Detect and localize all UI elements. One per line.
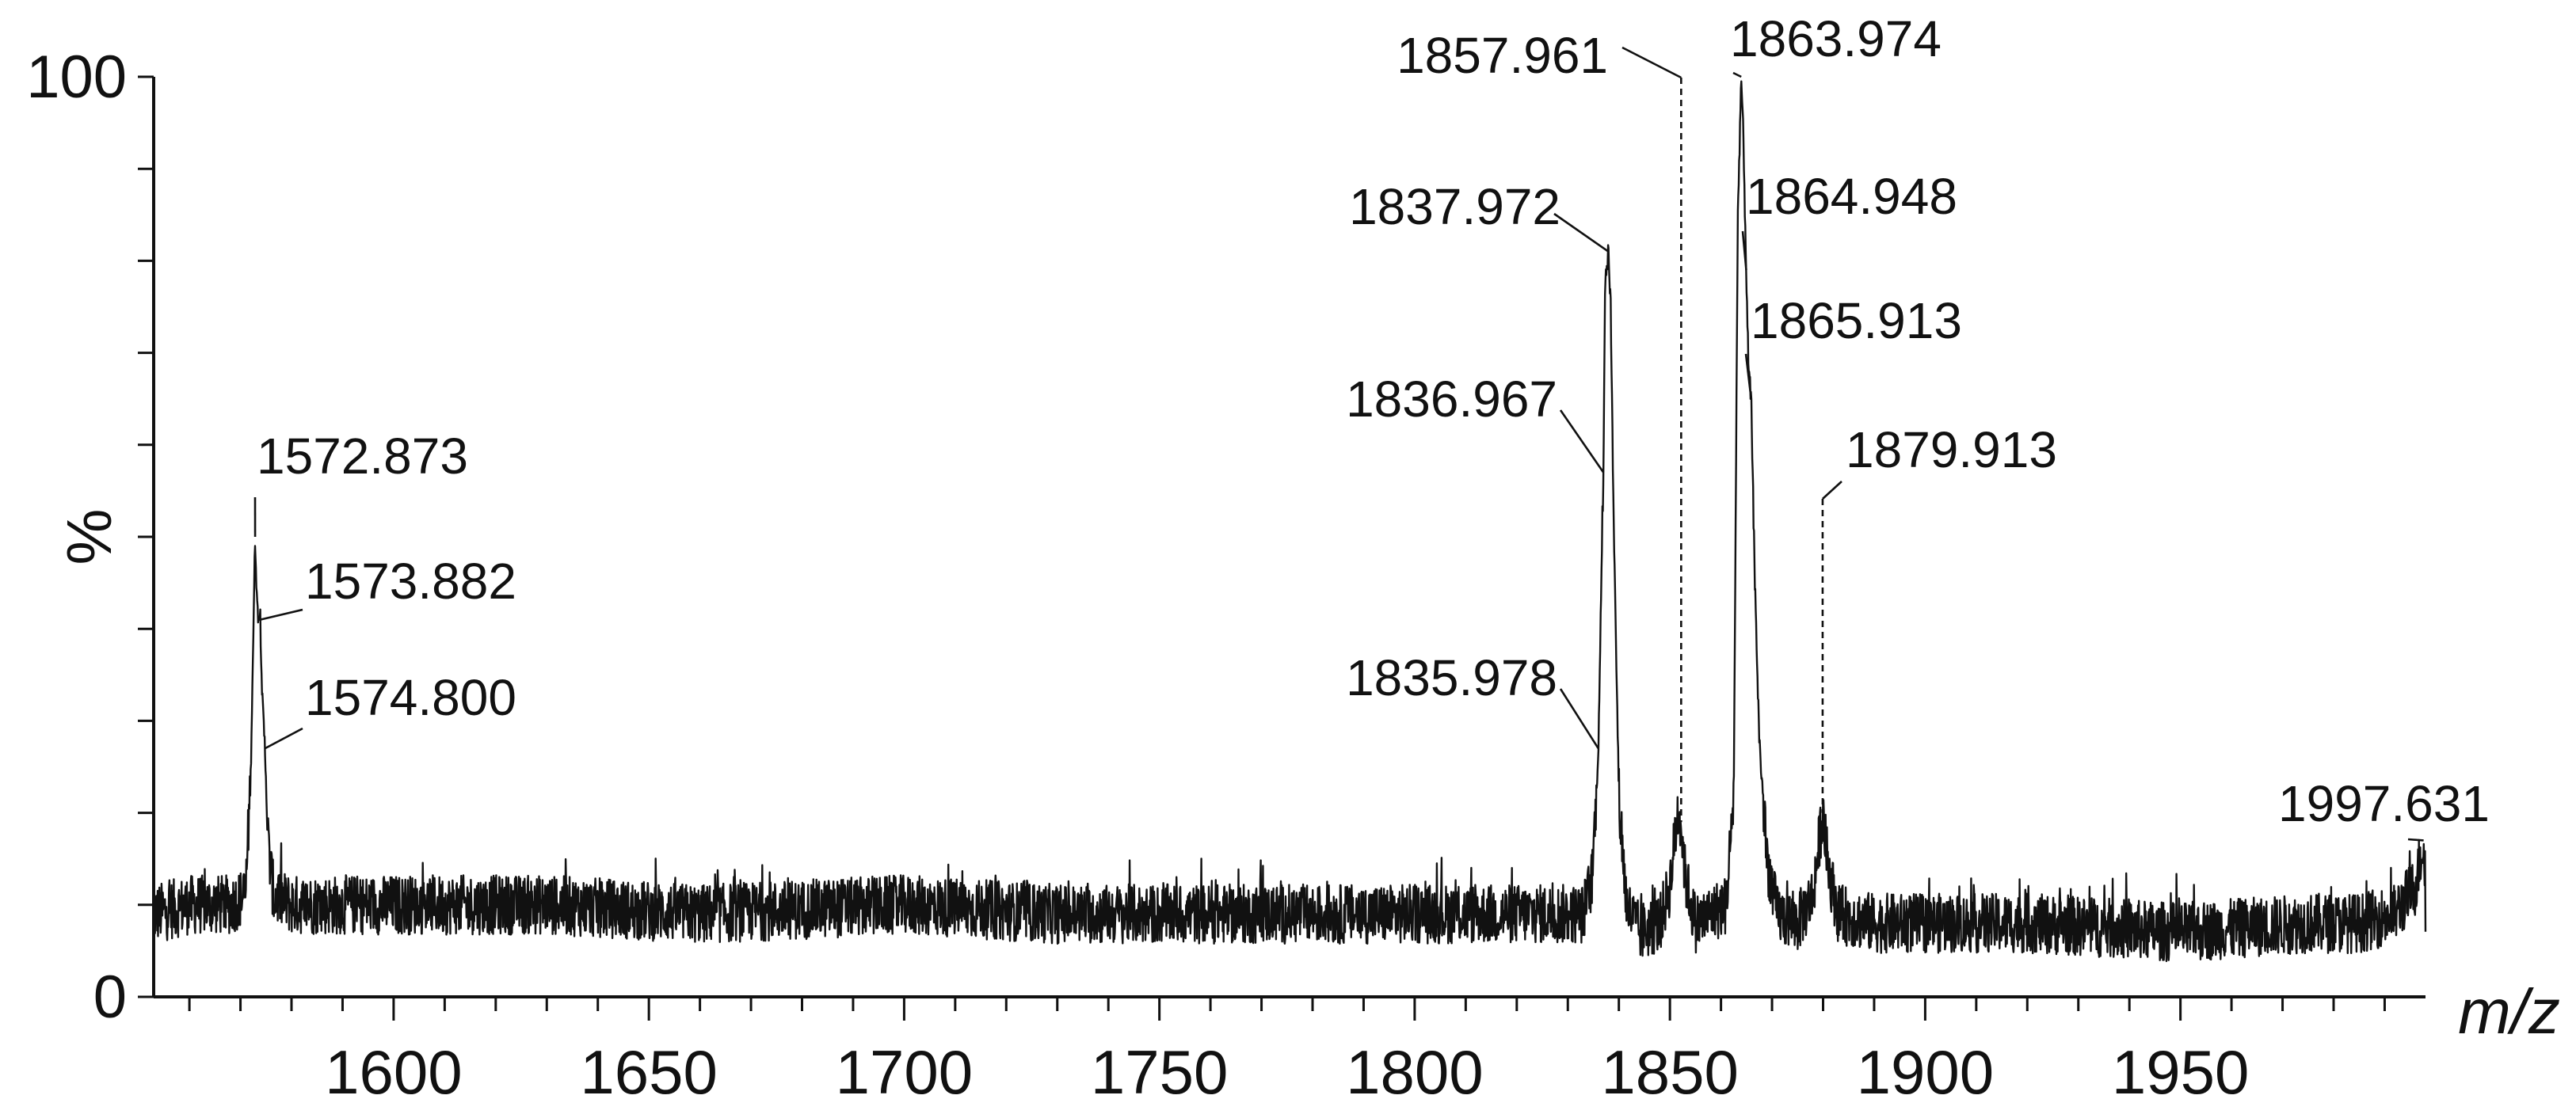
peak-label: 1879.913 <box>1846 421 2057 478</box>
x-tick-label: 1600 <box>325 1037 463 1107</box>
peak-leader-line <box>1741 230 1747 271</box>
peak-label: 1572.873 <box>257 428 468 485</box>
peak-leader-line <box>1553 212 1610 253</box>
y-axis-label: % <box>54 508 124 565</box>
x-tick-label: 1750 <box>1091 1037 1229 1107</box>
x-axis-label: m/z <box>2458 976 2560 1047</box>
peak-label: 1837.972 <box>1349 178 1560 235</box>
y-tick-label: 100 <box>26 44 127 111</box>
peak-label: 1835.978 <box>1346 649 1557 706</box>
y-tick-label: 0 <box>93 964 127 1031</box>
spectrum-trace-layer <box>152 80 2427 963</box>
peak-leader-line <box>1732 71 1742 78</box>
x-tick-label: 1800 <box>1346 1037 1484 1107</box>
peak-label: 1864.948 <box>1746 168 1957 225</box>
x-tick-label: 1850 <box>1601 1037 1739 1107</box>
axes-layer: 0 100% 1600 1650 1700 1750 1800 1850 1900 1950 m/z <box>26 44 2560 1107</box>
peak-leader-line <box>260 608 303 621</box>
peak-leader-line <box>1559 409 1605 473</box>
x-tick-label: 1650 <box>580 1037 718 1107</box>
peak-leader-line <box>1744 353 1752 399</box>
peak-label: 1574.800 <box>305 669 516 726</box>
peak-label: 1573.882 <box>305 553 516 610</box>
peak-annotation-layer: 1572.873 1573.882 1574.800 1835.978 1836.967… <box>253 10 2490 842</box>
peak-label: 1857.961 <box>1397 27 1608 84</box>
peak-leader-line <box>1822 481 1842 500</box>
spectrum-trace <box>152 80 2427 963</box>
peak-leader-line <box>1559 688 1599 749</box>
x-tick-label: 1700 <box>836 1037 974 1107</box>
peak-label: 1863.974 <box>1730 10 1942 67</box>
peak-leader-line <box>1621 46 1682 79</box>
peak-label: 1865.913 <box>1751 292 1962 349</box>
peak-leader-line <box>264 727 303 750</box>
x-tick-label: 1900 <box>1857 1037 1995 1107</box>
x-tick-label: 1950 <box>2112 1037 2250 1107</box>
peak-leader-line <box>2407 838 2424 842</box>
peak-label: 1997.631 <box>2278 775 2490 832</box>
peak-label: 1836.967 <box>1346 371 1557 428</box>
